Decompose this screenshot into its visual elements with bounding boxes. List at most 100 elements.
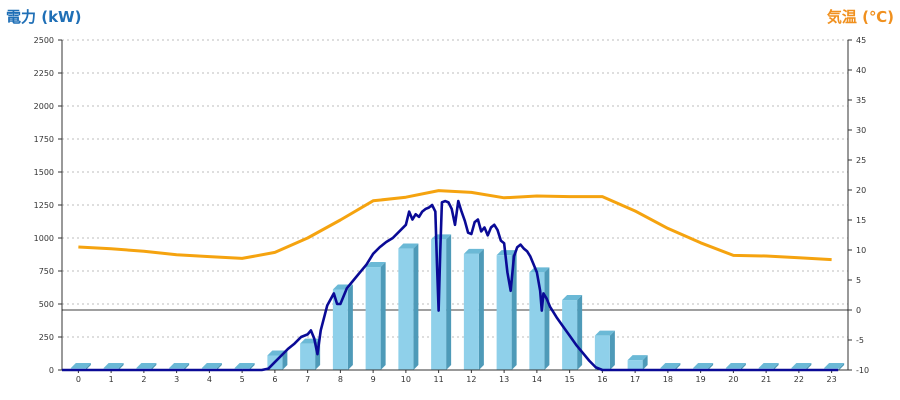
x-tick-label: 10: [401, 375, 411, 384]
bar-side: [184, 363, 190, 370]
bar-top: [169, 363, 190, 368]
bar-side: [282, 350, 288, 370]
bar-top: [496, 250, 517, 256]
bar-side: [216, 363, 222, 370]
bar-side: [413, 243, 419, 370]
bar-top: [463, 248, 484, 254]
x-tick-label: 4: [207, 375, 212, 384]
left-tick-label: 1750: [34, 135, 54, 144]
bar: [463, 253, 479, 370]
x-tick-label: 13: [499, 375, 509, 384]
bar-top: [398, 243, 419, 249]
left-tick-label: 2500: [34, 36, 54, 45]
temperature-axis-title: 気温 (℃): [826, 8, 894, 26]
bar-side: [708, 363, 714, 370]
bar-side: [446, 234, 452, 370]
power-line: [242, 199, 839, 372]
bar-side: [609, 330, 615, 370]
right-tick-label: -10: [856, 366, 869, 375]
right-tick-label: 35: [856, 96, 866, 105]
right-tick-label: 0: [856, 306, 861, 315]
left-tick-label: 500: [39, 300, 54, 309]
bar-top: [824, 363, 845, 368]
left-tick-label: 1500: [34, 168, 54, 177]
left-tick-label: 2000: [34, 102, 54, 111]
bar-side: [544, 267, 550, 370]
right-tick-label: 10: [856, 246, 866, 255]
left-tick-label: 250: [39, 333, 54, 342]
right-tick-label: 40: [856, 66, 866, 75]
x-tick-label: 0: [76, 375, 81, 384]
left-tick-label: 1250: [34, 201, 54, 210]
bar-side: [577, 295, 583, 370]
bar-side: [478, 248, 484, 370]
x-tick-label: 15: [565, 375, 575, 384]
bar-side: [740, 363, 746, 370]
bar: [398, 248, 414, 370]
bar-top: [693, 363, 714, 368]
x-tick-label: 23: [827, 375, 837, 384]
left-tick-label: 0: [49, 366, 54, 375]
bar-top: [365, 262, 386, 268]
bar: [594, 335, 610, 370]
x-tick-label: 3: [174, 375, 179, 384]
x-tick-label: 20: [728, 375, 738, 384]
bar-top: [234, 363, 255, 368]
bar: [365, 267, 381, 370]
x-tick-label: 14: [532, 375, 542, 384]
x-tick-label: 7: [305, 375, 310, 384]
right-tick-label: 45: [856, 36, 866, 45]
bar-top: [660, 363, 681, 368]
bar: [529, 272, 545, 370]
bar-side: [839, 363, 845, 370]
x-tick-label: 2: [141, 375, 146, 384]
x-tick-label: 9: [371, 375, 376, 384]
x-tick-label: 1: [109, 375, 114, 384]
right-tick-label: 20: [856, 186, 866, 195]
bar-top: [103, 363, 124, 368]
temperature-line: [78, 189, 832, 262]
bar-top: [562, 295, 583, 301]
x-tick-label: 8: [338, 375, 343, 384]
bar: [300, 343, 316, 370]
bar-side: [675, 363, 681, 370]
bar-top: [594, 330, 615, 336]
bar-side: [806, 363, 812, 370]
right-tick-label: 25: [856, 156, 866, 165]
bar-side: [151, 363, 157, 370]
bar-top: [791, 363, 812, 368]
bar-side: [118, 363, 124, 370]
bar-side: [380, 262, 386, 370]
left-tick-label: 2250: [34, 69, 54, 78]
x-tick-label: 5: [240, 375, 245, 384]
x-tick-label: 16: [597, 375, 607, 384]
x-tick-label: 21: [761, 375, 771, 384]
bar-top: [627, 355, 648, 361]
power-axis-title: 電力 (kW): [6, 8, 82, 26]
x-tick-label: 22: [794, 375, 804, 384]
bar-top: [201, 363, 222, 368]
x-tick-label: 11: [434, 375, 444, 384]
x-tick-label: 12: [466, 375, 476, 384]
bar-side: [347, 284, 353, 370]
x-tick-label: 18: [663, 375, 673, 384]
bar: [332, 289, 348, 370]
right-tick-label: 15: [856, 216, 866, 225]
left-tick-label: 750: [39, 267, 54, 276]
bar-top: [136, 363, 157, 368]
bar-side: [773, 363, 779, 370]
bar-side: [249, 363, 255, 370]
bar: [627, 360, 643, 370]
x-tick-label: 6: [272, 375, 277, 384]
right-tick-label: -5: [856, 336, 864, 345]
bar-top: [758, 363, 779, 368]
bar-side: [642, 355, 648, 370]
right-tick-label: 30: [856, 126, 866, 135]
bar-top: [70, 363, 91, 368]
bar-side: [85, 363, 91, 370]
x-tick-label: 17: [630, 375, 640, 384]
x-tick-label: 19: [696, 375, 706, 384]
bar-top: [725, 363, 746, 368]
left-tick-label: 1000: [34, 234, 54, 243]
